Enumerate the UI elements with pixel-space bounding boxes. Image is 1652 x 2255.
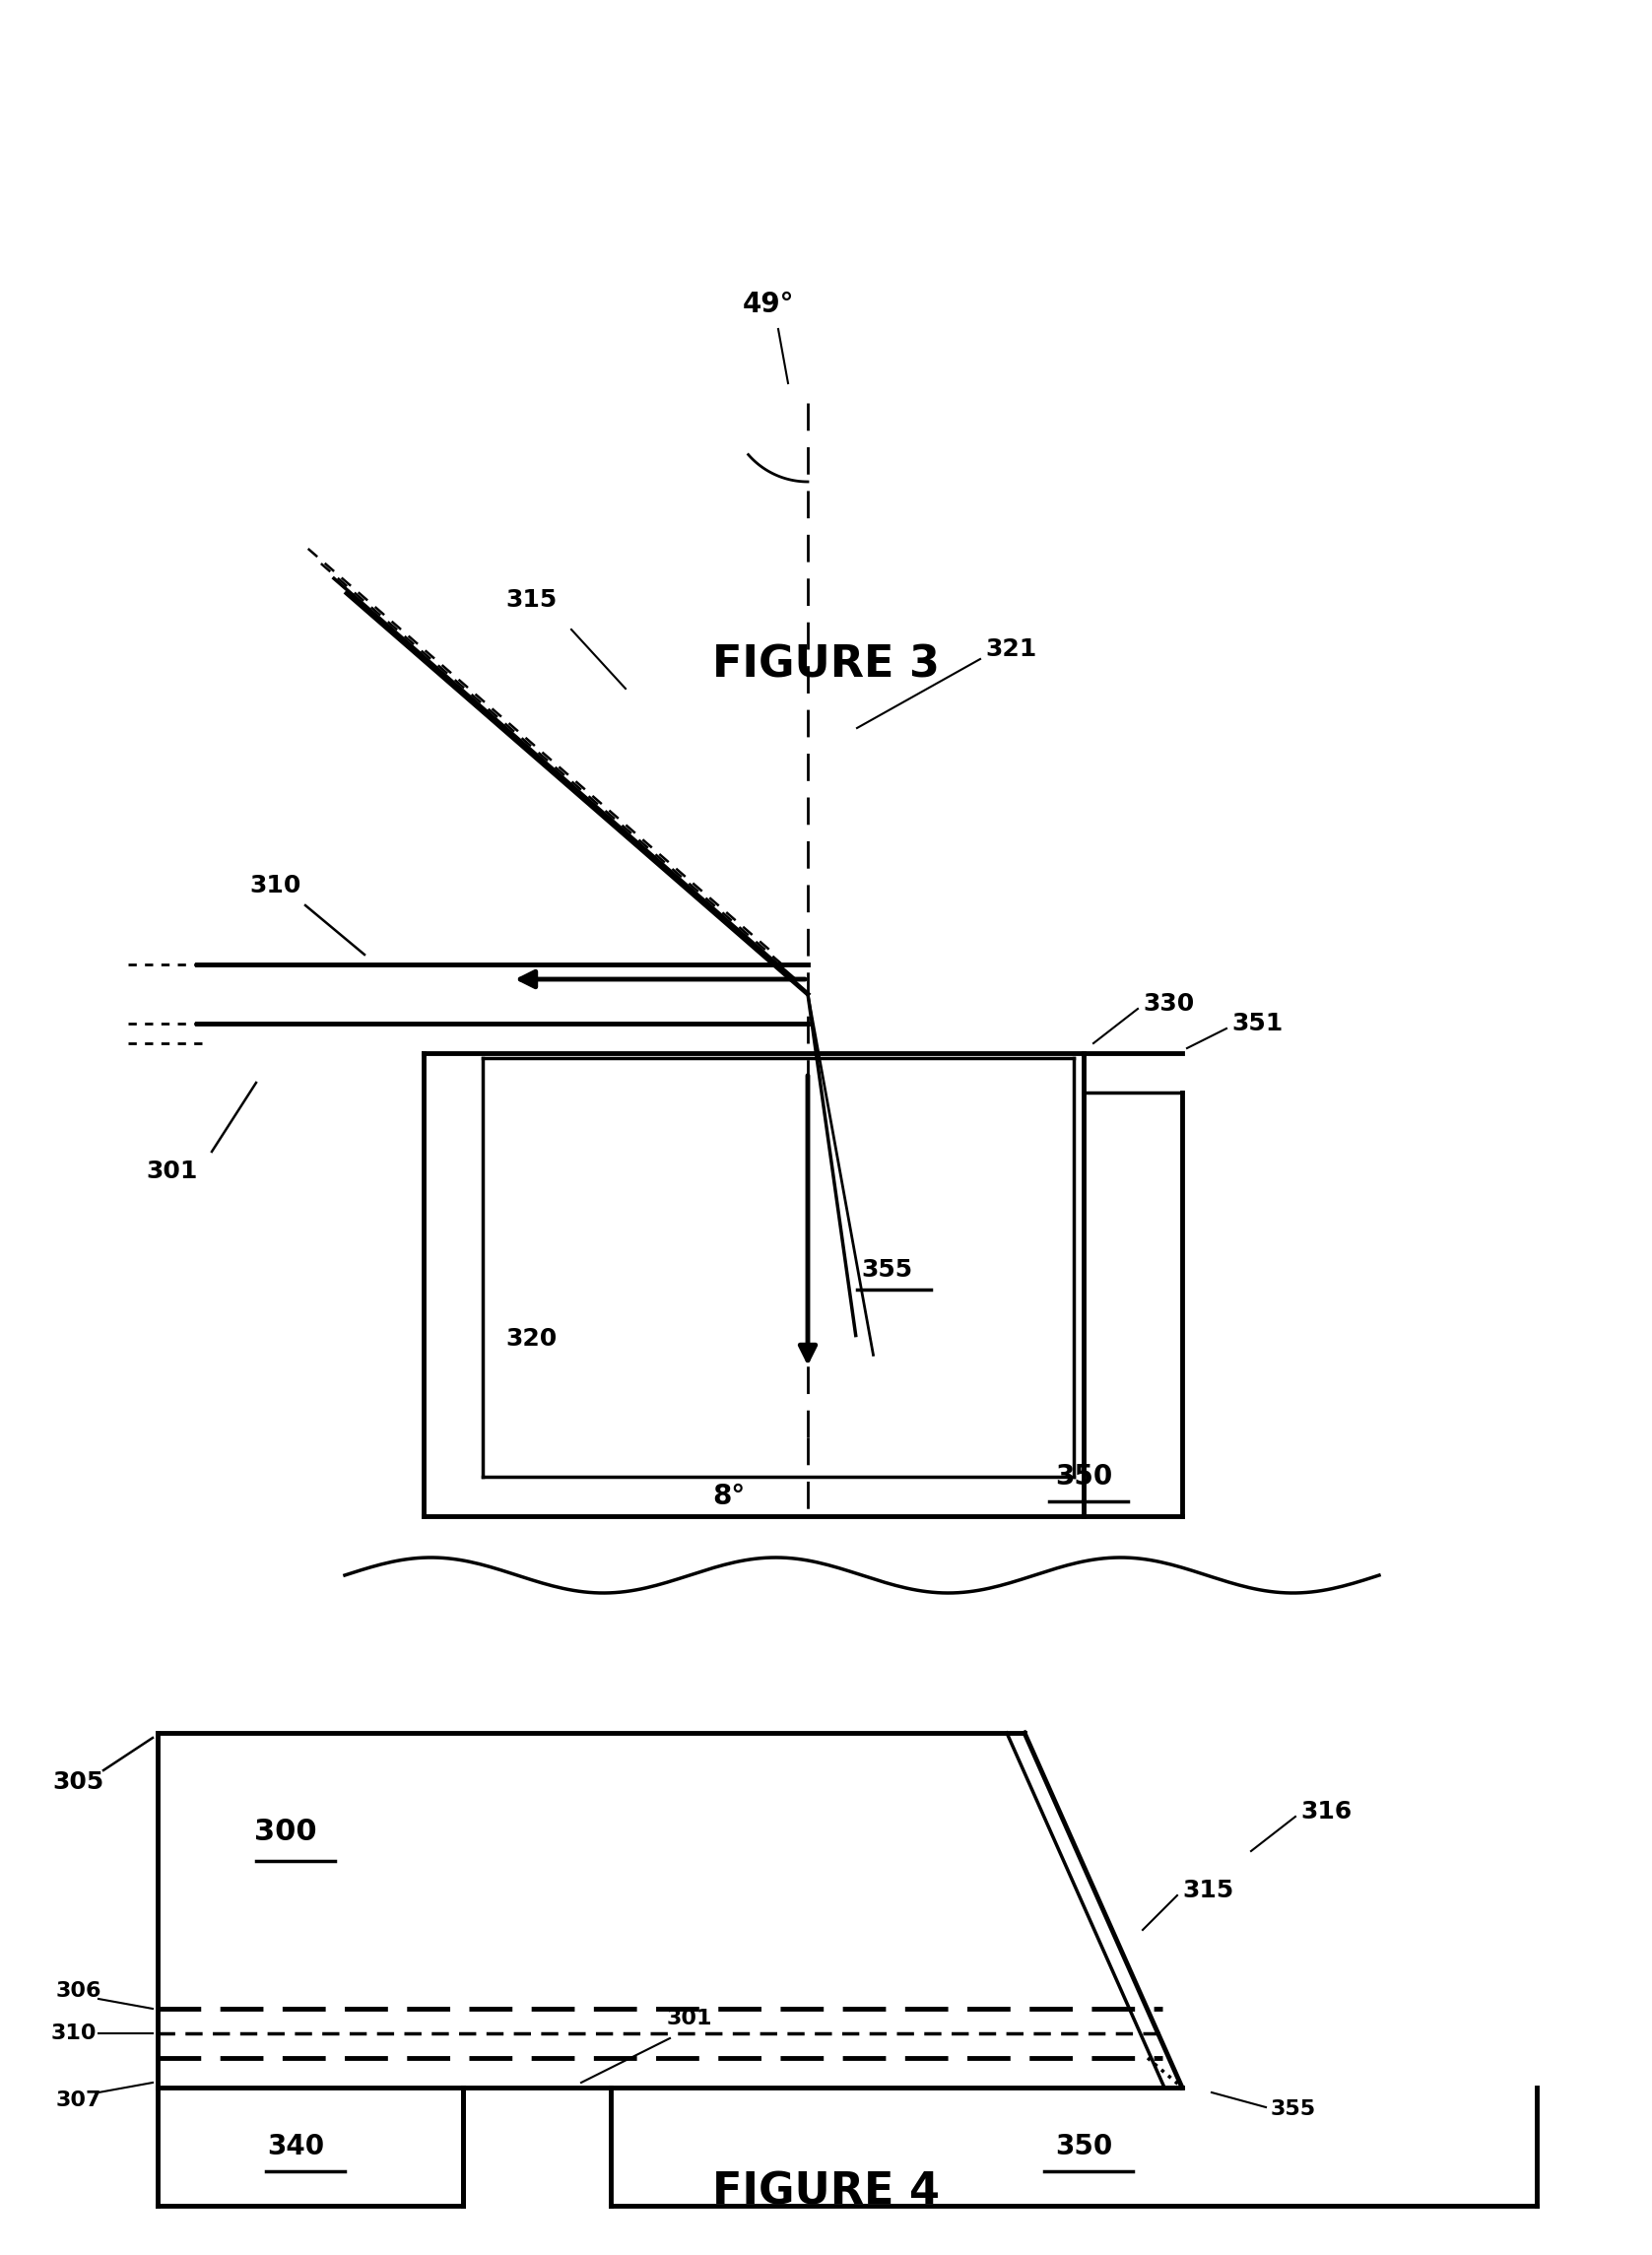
Text: 355: 355 (1270, 2099, 1317, 2120)
Text: 301: 301 (667, 2009, 712, 2030)
Text: 315: 315 (1183, 1878, 1234, 1903)
Text: FIGURE 4: FIGURE 4 (712, 2172, 940, 2212)
Text: 340: 340 (268, 2133, 324, 2160)
Text: 307: 307 (56, 2090, 102, 2111)
Text: 351: 351 (1231, 1012, 1284, 1035)
Text: 310: 310 (249, 875, 302, 897)
Text: 310: 310 (51, 2023, 97, 2043)
Text: 300: 300 (254, 1818, 317, 1845)
Text: 8°: 8° (712, 1482, 745, 1511)
Text: 355: 355 (861, 1258, 912, 1281)
Text: 315: 315 (506, 589, 558, 611)
Text: 321: 321 (985, 638, 1036, 661)
Text: 320: 320 (506, 1326, 558, 1351)
Text: FIGURE 3: FIGURE 3 (712, 645, 940, 686)
Text: 330: 330 (1143, 992, 1194, 1015)
Text: 49°: 49° (742, 291, 795, 318)
Text: 301: 301 (147, 1159, 198, 1184)
Text: 316: 316 (1300, 1799, 1351, 1824)
Text: 306: 306 (56, 1982, 102, 2000)
Text: 305: 305 (53, 1770, 104, 1795)
Text: 350: 350 (1056, 1463, 1112, 1491)
Text: 350: 350 (1056, 2133, 1112, 2160)
